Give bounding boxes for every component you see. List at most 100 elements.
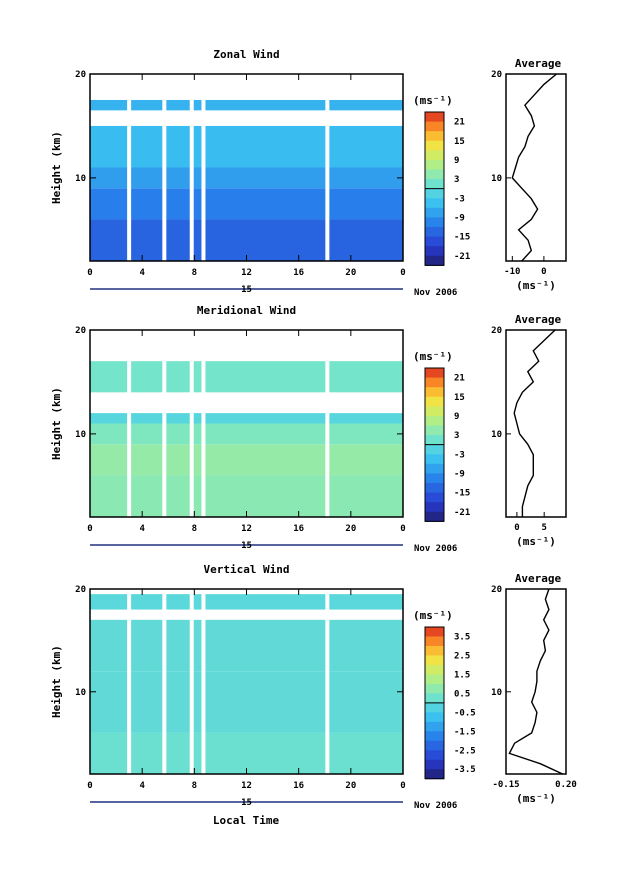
colorbar-segment	[425, 454, 444, 465]
colorbar-tick-label: 2.5	[454, 651, 470, 661]
y-tick-label: 10	[75, 430, 86, 440]
data-gap	[127, 74, 132, 261]
colorbar-segment	[425, 712, 444, 723]
colorbar-segment	[425, 444, 444, 455]
average-frame	[505, 588, 567, 775]
x-tick-label: 16	[293, 524, 304, 534]
x-tick-label: 8	[192, 268, 197, 278]
colorbar-segment	[425, 483, 444, 494]
date-label: Nov 2006	[414, 544, 457, 554]
y-tick-label: 10	[75, 688, 86, 698]
data-gap	[162, 589, 167, 774]
data-gap	[162, 74, 167, 261]
average-x-tick-label: 0	[541, 267, 546, 277]
colorbar-tick-label: 21	[454, 374, 465, 384]
y-tick-label: 20	[75, 585, 86, 595]
colorbar-segment	[425, 645, 444, 656]
x-tick-label: 20	[345, 268, 356, 278]
data-gap	[189, 74, 194, 261]
x-tick-label: 12	[241, 268, 252, 278]
heatmap-row	[90, 671, 403, 733]
x-tick-label: 0	[400, 524, 405, 534]
heatmap-row	[90, 167, 403, 189]
average-line	[508, 588, 563, 775]
colorbar-tick-label: -9	[454, 213, 465, 223]
colorbar-tick-label: 9	[454, 412, 459, 422]
day-label: 15	[241, 798, 252, 808]
colorbar-segment	[425, 674, 444, 685]
x-tick-label: 0	[87, 524, 92, 534]
x-tick-label: 8	[192, 781, 197, 791]
colorbar-segment	[425, 740, 444, 751]
colorbar-tick-label: 3	[454, 431, 459, 441]
colorbar-segment	[425, 683, 444, 694]
colorbar-segment	[425, 425, 444, 436]
x-tick-label: 4	[139, 524, 145, 534]
heatmap-row	[90, 444, 403, 476]
colorbar-segment	[425, 121, 444, 132]
heatmap-row	[90, 219, 403, 261]
colorbar-segment	[425, 731, 444, 742]
panel-title: Zonal Wind	[213, 48, 279, 61]
colorbar-segment	[425, 179, 444, 190]
colorbar-unit: (ms⁻¹)	[413, 94, 453, 107]
date-label: Nov 2006	[414, 801, 457, 811]
heatmap-row	[90, 99, 403, 111]
heatmap-row	[90, 732, 403, 774]
heatmap-row	[90, 125, 403, 168]
colorbar-segment	[425, 693, 444, 704]
average-title: Average	[515, 572, 562, 585]
colorbar-segment	[425, 406, 444, 417]
colorbar-tick-label: -9	[454, 469, 465, 479]
colorbar-segment	[425, 246, 444, 257]
x-tick-label: 0	[400, 268, 405, 278]
colorbar-segment	[425, 227, 444, 238]
colorbar-segment	[425, 140, 444, 151]
data-gap	[325, 589, 330, 774]
colorbar-segment	[425, 435, 444, 446]
colorbar-segment	[425, 207, 444, 218]
colorbar-segment	[425, 502, 444, 513]
average-x-label: (ms⁻¹)	[516, 535, 556, 548]
x-tick-label: 0	[400, 781, 405, 791]
colorbar-segment	[425, 377, 444, 388]
colorbar-tick-label: -3	[454, 194, 465, 204]
date-label: Nov 2006	[414, 288, 457, 298]
colorbar-segment	[425, 511, 444, 522]
x-tick-label: 12	[241, 781, 252, 791]
average-x-tick-label: 0.20	[555, 780, 577, 790]
colorbar-segment	[425, 236, 444, 247]
colorbar-tick-label: -2.5	[454, 746, 476, 756]
data-gap	[201, 330, 206, 517]
data-gap	[201, 74, 206, 261]
colorbar-tick-label: 21	[454, 118, 465, 128]
colorbar-tick-label: 1.5	[454, 670, 470, 680]
y-tick-label: 20	[75, 326, 86, 336]
average-frame	[505, 73, 567, 262]
colorbar-segment	[425, 721, 444, 732]
average-line	[513, 329, 556, 517]
data-gap	[325, 330, 330, 517]
average-x-tick-label: 0	[514, 523, 519, 533]
x-tick-label: 0	[87, 781, 92, 791]
average-y-tick-label: 20	[491, 70, 502, 80]
colorbar-segment	[425, 387, 444, 398]
colorbar-segment	[425, 636, 444, 647]
colorbar-segment	[425, 188, 444, 199]
colorbar-segment	[425, 112, 444, 123]
data-gap	[325, 74, 330, 261]
colorbar-tick-label: -15	[454, 489, 470, 499]
colorbar-tick-label: 3.5	[454, 632, 470, 642]
average-x-label: (ms⁻¹)	[516, 792, 556, 805]
average-y-tick-label: 20	[491, 585, 502, 595]
x-tick-label: 4	[139, 268, 145, 278]
average-frame	[505, 329, 567, 518]
colorbar-tick-label: -1.5	[454, 727, 476, 737]
colorbar-segment	[425, 655, 444, 666]
day-label: 15	[241, 285, 252, 295]
average-title: Average	[515, 313, 562, 326]
x-tick-label: 16	[293, 781, 304, 791]
average-line	[511, 73, 557, 262]
x-tick-label: 4	[139, 781, 145, 791]
x-tick-label: 0	[87, 268, 92, 278]
